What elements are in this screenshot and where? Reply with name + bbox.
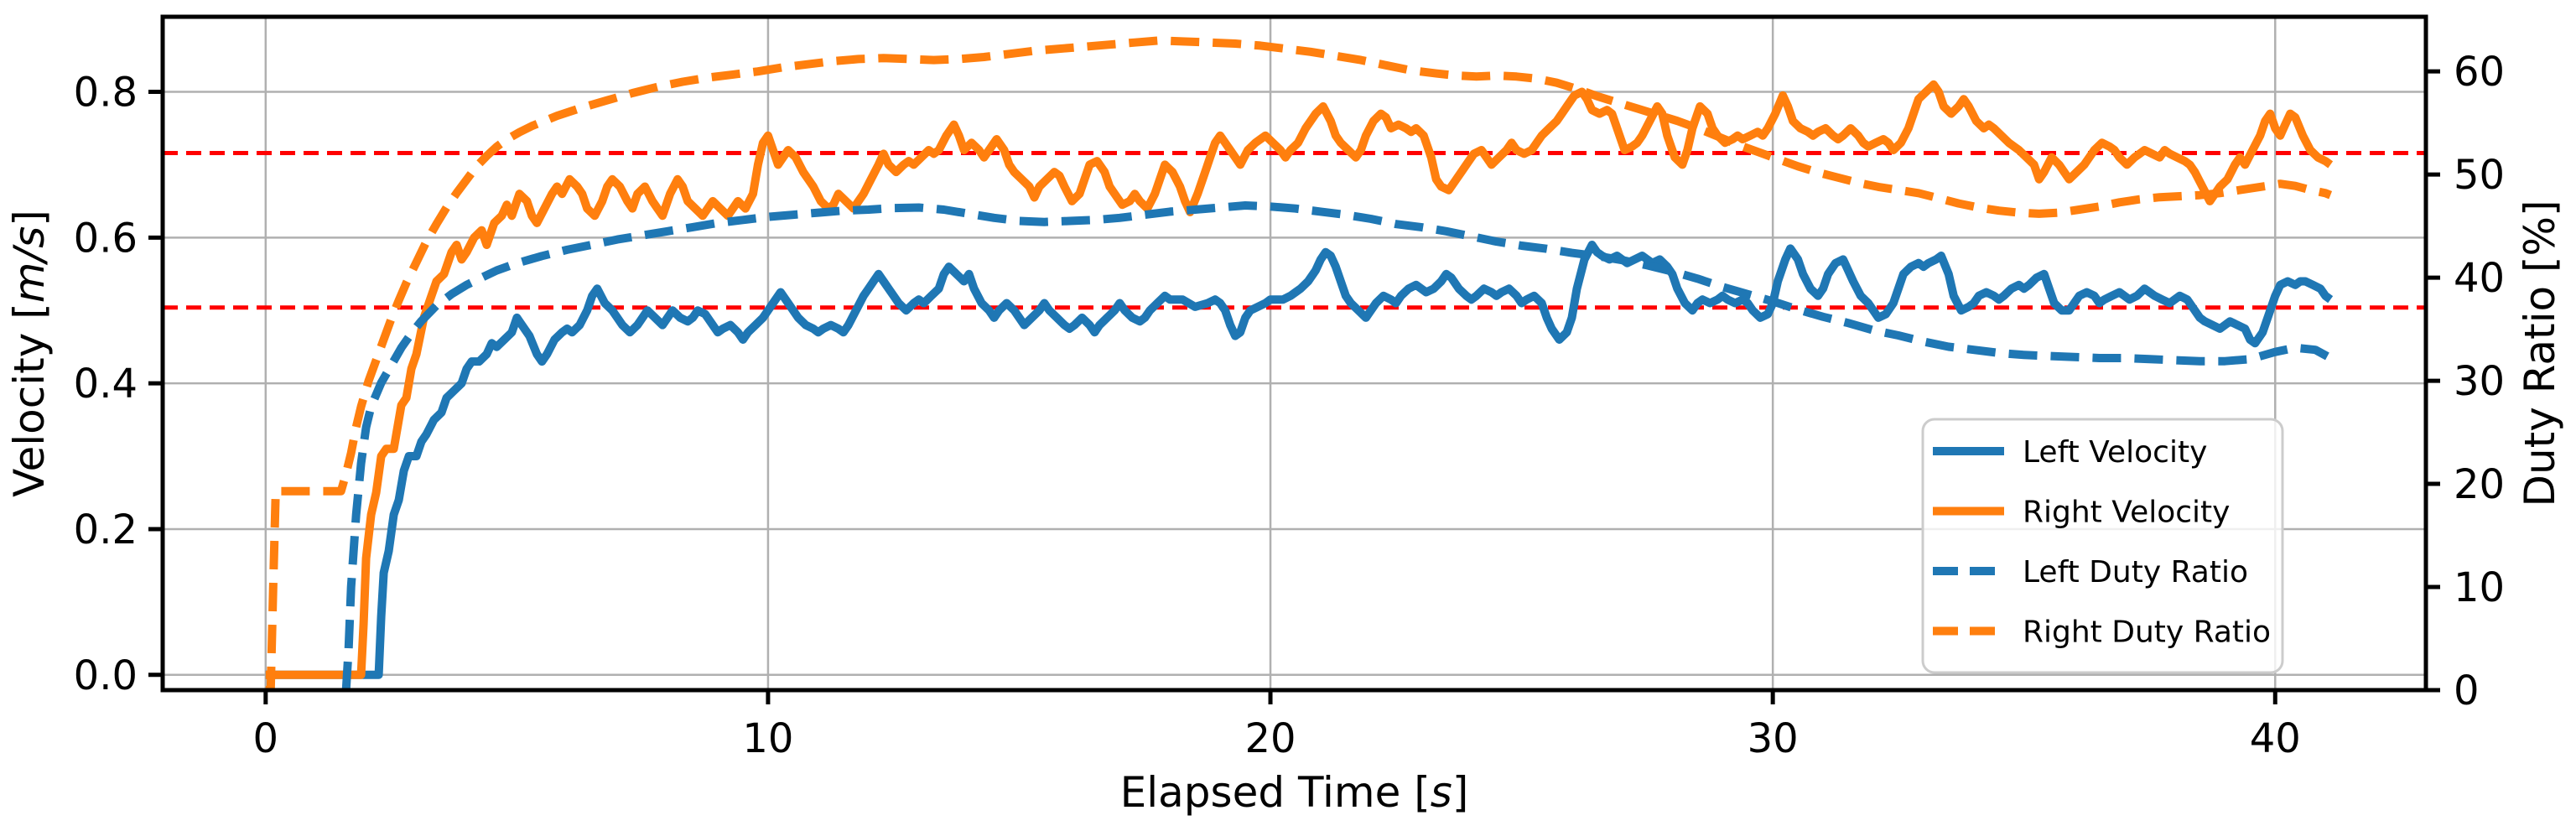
legend-label-left-velocity: Left Velocity [2023,435,2207,470]
y-left-tick-label-0.4: 0.4 [74,361,138,408]
series-right-duty-ratio [265,36,2333,690]
y-right-tick-label-0: 0 [2454,667,2480,714]
series-left-duty-ratio [341,201,2333,690]
x-axis-label: Elapsed Time [s] [1120,768,1469,817]
y-right-tick-label-20: 20 [2454,461,2505,508]
x-tick-label-10: 10 [742,715,793,762]
x-tick-label-20: 20 [1245,715,1296,762]
x-tick-label-0: 0 [253,715,279,762]
target-lines [163,151,2426,310]
axes-ticks: 0 10 20 30 40 0.0 0.2 0.4 0.6 0.8 0 10 20 30 40 50 60 [74,49,2505,762]
x-tick-label-30: 30 [1748,715,1799,762]
series-left-velocity [265,241,2334,679]
y-right-tick-label-10: 10 [2454,564,2505,611]
legend-label-right-velocity: Right Velocity [2023,496,2230,530]
y-left-tick-label-0.8: 0.8 [74,70,138,117]
series-right-velocity [265,80,2334,679]
y-axis-label-left: Velocity [m/s] [5,210,54,497]
series-curves [265,36,2334,690]
plot-border [160,14,2428,693]
legend: Left Velocity Right Velocity Left Duty Rat… [1921,418,2284,674]
legend-label-left-duty-ratio: Left Duty Ratio [2023,555,2248,589]
y-right-tick-label-60: 60 [2454,49,2505,96]
y-left-tick-label-0.6: 0.6 [74,215,138,262]
legend-box [1921,418,2284,674]
y-right-tick-label-50: 50 [2454,152,2505,199]
x-tick-label-40: 40 [2250,715,2301,762]
y-right-tick-label-40: 40 [2454,255,2505,302]
y-left-tick-label-0.2: 0.2 [74,506,138,553]
legend-label-right-duty-ratio: Right Duty Ratio [2023,615,2271,650]
y-left-tick-label-0: 0.0 [74,652,138,699]
y-axis-label-right: Duty Ratio [%] [2516,200,2564,506]
y-right-tick-label-30: 30 [2454,358,2505,405]
